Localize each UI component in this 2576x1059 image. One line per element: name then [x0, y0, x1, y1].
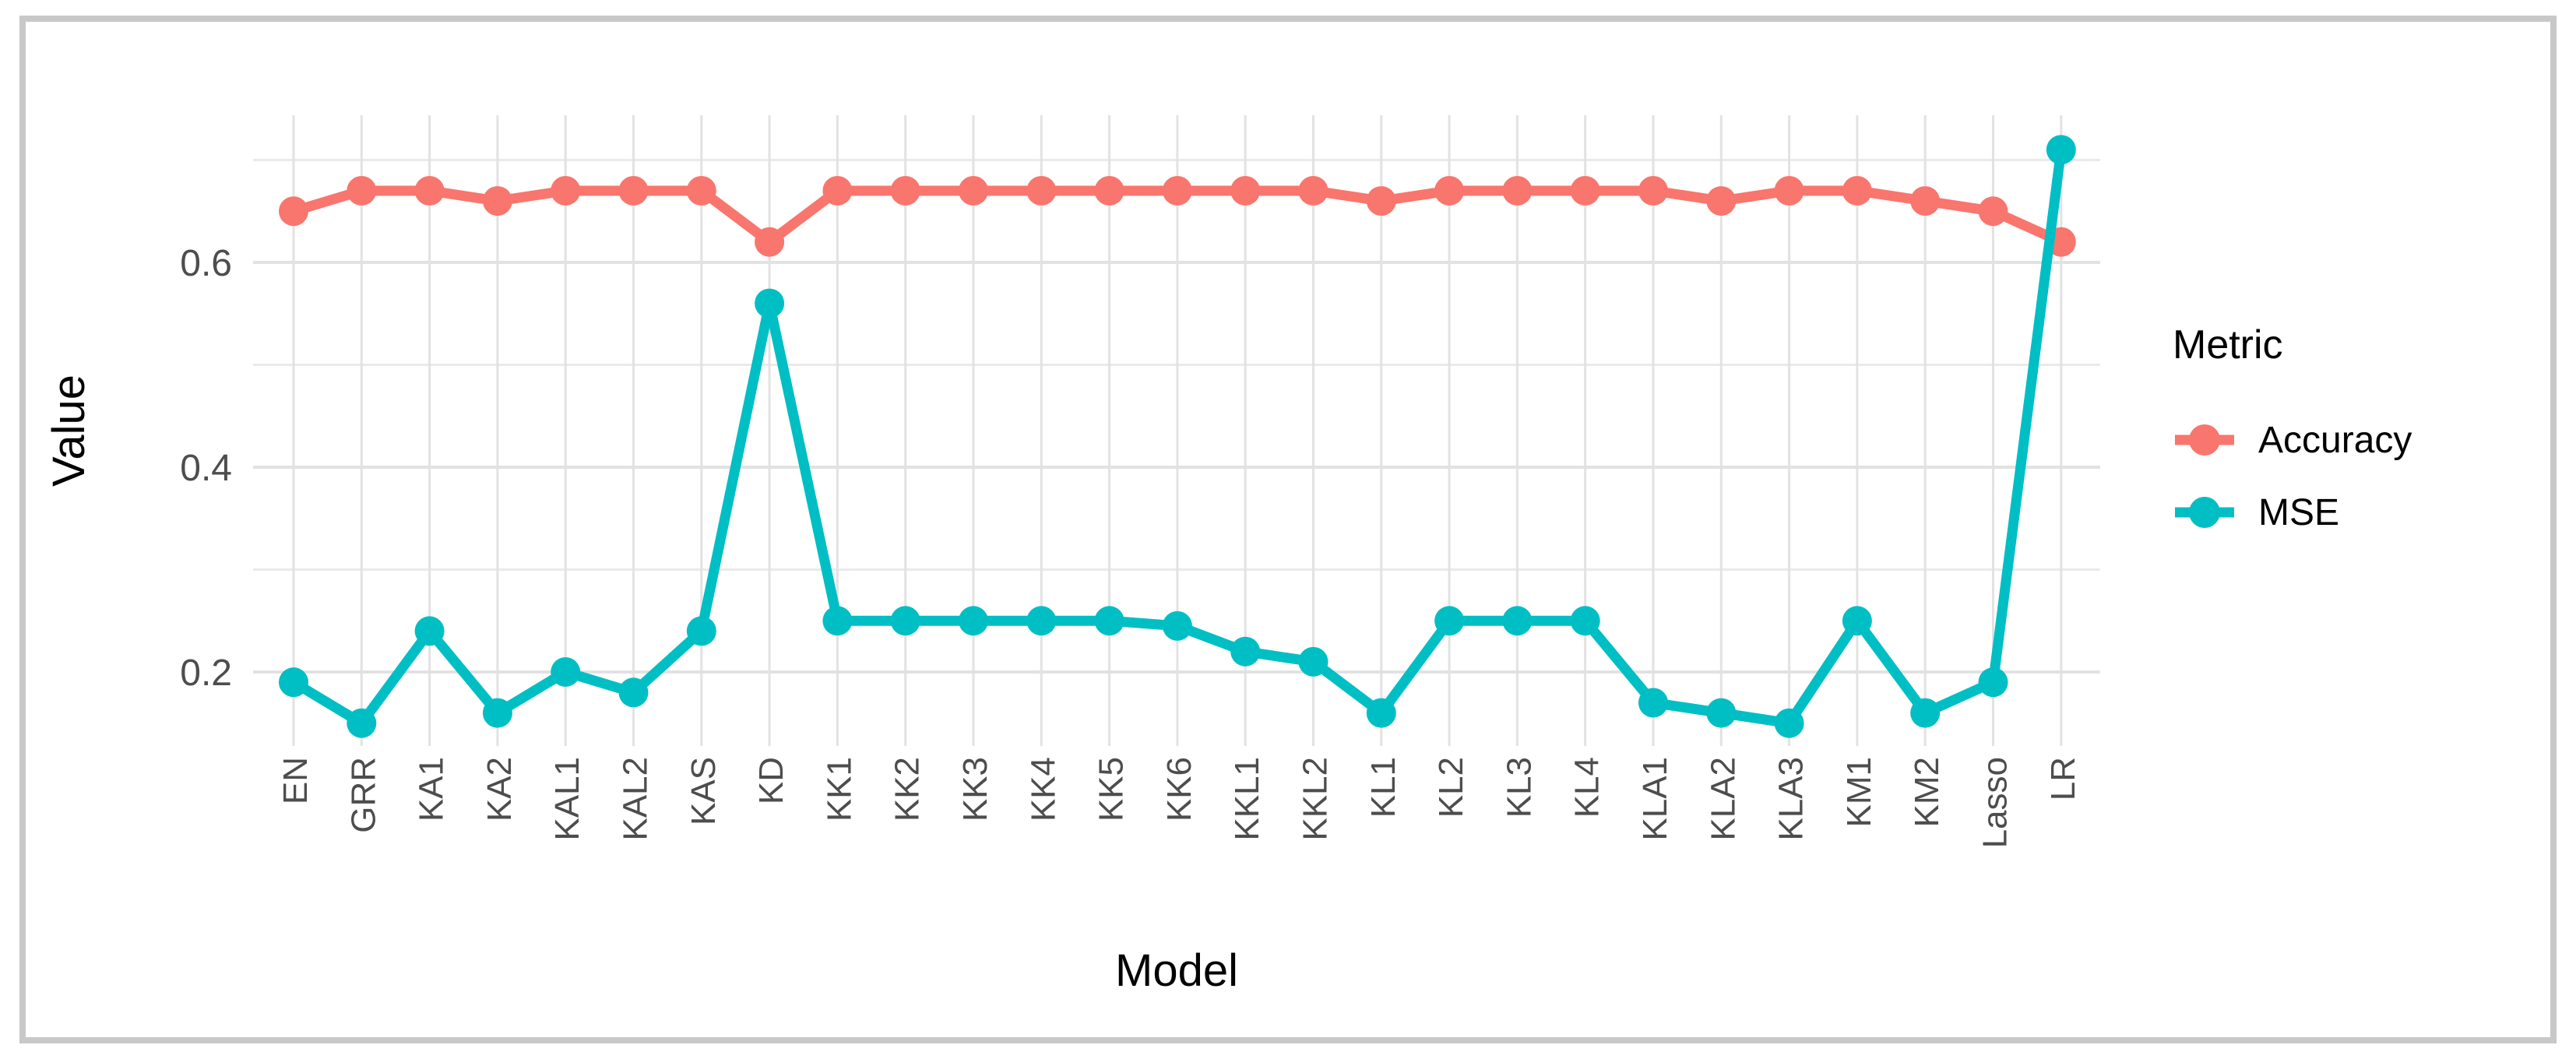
legend: Metric Accuracy MSE	[2173, 323, 2412, 549]
data-point-mse-GRR	[347, 708, 377, 738]
legend-item-mse: MSE	[2173, 477, 2412, 549]
data-point-accuracy-KAL1	[551, 175, 581, 206]
data-point-accuracy-KL4	[1570, 175, 1600, 206]
data-point-accuracy-Lasso	[1978, 196, 2008, 227]
y-tick-label: 0.2	[180, 653, 232, 694]
data-point-accuracy-KL2	[1434, 175, 1465, 206]
data-point-mse-EN	[279, 667, 308, 698]
data-point-accuracy-KA1	[414, 175, 445, 206]
data-point-mse-KL2	[1434, 606, 1465, 636]
data-point-accuracy-KD	[755, 227, 785, 257]
legend-title: Metric	[2173, 322, 2283, 368]
data-point-mse-KK1	[822, 606, 853, 636]
x-tick-label-KLA1: KLA1	[1636, 757, 1674, 841]
data-point-accuracy-KM1	[1842, 175, 1872, 206]
legend-items: Accuracy MSE	[2173, 404, 2412, 549]
data-point-accuracy-EN	[279, 196, 308, 227]
data-point-accuracy-KAL2	[618, 175, 649, 206]
data-point-accuracy-KA2	[482, 186, 512, 216]
data-point-mse-KAL2	[618, 677, 649, 708]
data-point-accuracy-KK4	[1026, 175, 1057, 206]
data-point-mse-KM1	[1842, 606, 1872, 636]
data-point-mse-KK3	[959, 606, 988, 636]
legend-label-mse: MSE	[2258, 492, 2340, 533]
data-point-accuracy-KL1	[1366, 186, 1396, 216]
data-point-mse-KLA3	[1774, 708, 1804, 738]
data-point-accuracy-KKL1	[1230, 175, 1261, 206]
y-axis-title: Value	[44, 374, 94, 487]
data-point-accuracy-GRR	[347, 175, 377, 206]
data-point-accuracy-KK3	[959, 175, 988, 206]
x-tick-label-KLA3: KLA3	[1772, 757, 1811, 841]
accuracy-key-icon	[2175, 424, 2234, 456]
mse-key-icon	[2175, 497, 2234, 528]
x-tick-label-KK1: KK1	[820, 757, 858, 822]
data-point-accuracy-KM2	[1910, 186, 1941, 216]
data-point-mse-KK2	[890, 606, 920, 636]
data-point-mse-KK4	[1026, 606, 1057, 636]
x-tick-label-KA2: KA2	[480, 757, 519, 822]
y-tick-label: 0.4	[180, 448, 232, 489]
x-tick-label-KA1: KA1	[413, 757, 451, 822]
x-tick-label-KLA2: KLA2	[1704, 757, 1742, 841]
data-point-accuracy-KLA1	[1638, 175, 1668, 206]
x-tick-label-KM1: KM1	[1840, 757, 1878, 827]
x-tick-label-KKL1: KKL1	[1228, 757, 1266, 841]
data-point-accuracy-KL3	[1502, 175, 1533, 206]
data-point-mse-KAS	[686, 616, 716, 646]
x-tick-label-KL4: KL4	[1568, 757, 1606, 818]
data-point-mse-KL4	[1570, 606, 1600, 636]
data-point-mse-Lasso	[1978, 667, 2008, 698]
x-tick-label-LR: LR	[2044, 757, 2082, 800]
data-point-mse-KAL1	[551, 657, 581, 687]
data-point-mse-KD	[755, 288, 785, 318]
x-tick-label-KK6: KK6	[1160, 757, 1198, 822]
x-tick-label-KM2: KM2	[1908, 757, 1946, 827]
data-point-accuracy-KKL2	[1298, 175, 1328, 206]
data-point-mse-KKL2	[1298, 646, 1328, 677]
data-point-mse-KLA1	[1638, 688, 1668, 718]
data-point-mse-KL1	[1366, 698, 1396, 728]
x-tick-label-GRR: GRR	[344, 757, 382, 833]
x-tick-label-KL2: KL2	[1432, 757, 1470, 818]
data-point-mse-KK5	[1094, 606, 1124, 636]
data-point-mse-KL3	[1502, 606, 1533, 636]
x-tick-label-KK3: KK3	[956, 757, 994, 822]
data-point-accuracy-KK5	[1094, 175, 1124, 206]
legend-label-accuracy: Accuracy	[2258, 420, 2412, 461]
data-point-accuracy-KAS	[686, 175, 716, 206]
x-tick-label-KK5: KK5	[1093, 757, 1131, 822]
data-point-mse-LR	[2046, 135, 2076, 165]
data-point-accuracy-KK2	[890, 175, 920, 206]
data-point-mse-KK6	[1162, 610, 1192, 641]
x-tick-label-KAS: KAS	[684, 757, 723, 825]
x-tick-label-Lasso: Lasso	[1976, 757, 2015, 848]
data-point-accuracy-KLA3	[1774, 175, 1804, 206]
data-point-accuracy-KK6	[1162, 175, 1192, 206]
x-tick-label-KL3: KL3	[1500, 757, 1538, 818]
x-tick-label-KD: KD	[752, 757, 790, 804]
data-point-mse-KA1	[414, 616, 445, 646]
data-point-mse-KM2	[1910, 698, 1941, 728]
x-tick-label-KAL1: KAL1	[548, 757, 586, 841]
data-point-mse-KA2	[482, 698, 512, 728]
x-tick-label-KAL2: KAL2	[617, 757, 655, 841]
x-tick-label-KK4: KK4	[1024, 757, 1062, 822]
data-point-mse-KLA2	[1706, 698, 1737, 728]
y-tick-label: 0.6	[180, 243, 232, 284]
data-point-mse-KKL1	[1230, 636, 1261, 667]
x-tick-label-KK2: KK2	[889, 757, 927, 822]
data-point-accuracy-KLA2	[1706, 186, 1737, 216]
data-point-accuracy-KK1	[822, 175, 853, 206]
x-tick-label-KL1: KL1	[1364, 757, 1402, 818]
x-tick-label-KKL2: KKL2	[1297, 757, 1335, 841]
legend-item-accuracy: Accuracy	[2173, 404, 2412, 477]
x-tick-label-EN: EN	[276, 757, 315, 804]
x-axis-title: Model	[1115, 945, 1238, 996]
